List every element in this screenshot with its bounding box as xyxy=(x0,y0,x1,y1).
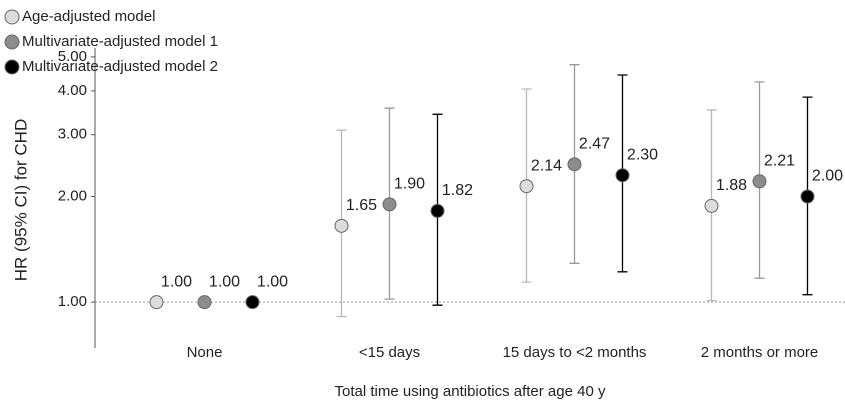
dot xyxy=(245,295,260,310)
dot xyxy=(334,218,349,233)
value-label: 1.00 xyxy=(257,273,288,290)
x-tick-label: None xyxy=(187,344,223,361)
dot xyxy=(197,295,212,310)
legend-marker xyxy=(4,59,20,75)
value-label: 2.21 xyxy=(764,153,795,170)
value-label: 1.00 xyxy=(161,273,192,290)
dot xyxy=(149,295,164,310)
y-tick-label: 2.00 xyxy=(58,187,87,204)
value-label: 2.00 xyxy=(812,168,843,185)
dot xyxy=(800,189,815,204)
value-label: 2.30 xyxy=(627,146,658,163)
value-label: 1.88 xyxy=(716,177,747,194)
x-tick-label: 2 months or more xyxy=(701,344,819,361)
value-label: 1.82 xyxy=(442,182,473,199)
dot xyxy=(567,157,582,172)
legend-label: Multivariate-adjusted model 2 xyxy=(22,58,218,75)
legend-marker xyxy=(4,9,20,25)
y-tick-label: 1.00 xyxy=(58,293,87,310)
value-label: 1.90 xyxy=(394,176,425,193)
value-label: 2.14 xyxy=(531,157,562,174)
dot xyxy=(430,203,445,218)
legend-label: Multivariate-adjusted model 1 xyxy=(22,33,218,50)
legend-label: Age-adjusted model xyxy=(22,8,155,25)
y-tick-label: 5.00 xyxy=(58,48,87,65)
dot xyxy=(519,179,534,194)
value-label: 2.47 xyxy=(579,136,610,153)
x-axis-title: Total time using antibiotics after age 4… xyxy=(335,383,606,400)
legend-marker xyxy=(4,34,20,50)
y-axis-title: HR (95% CI) for CHD xyxy=(11,119,30,281)
x-tick-label: <15 days xyxy=(359,344,420,361)
dot xyxy=(704,198,719,213)
value-label: 1.00 xyxy=(209,273,240,290)
x-tick-label: 15 days to <2 months xyxy=(503,344,647,361)
dot xyxy=(382,197,397,212)
dot xyxy=(752,174,767,189)
value-label: 1.65 xyxy=(346,197,377,214)
dot xyxy=(615,168,630,183)
y-tick-label: 4.00 xyxy=(58,82,87,99)
y-tick-label: 3.00 xyxy=(58,126,87,143)
